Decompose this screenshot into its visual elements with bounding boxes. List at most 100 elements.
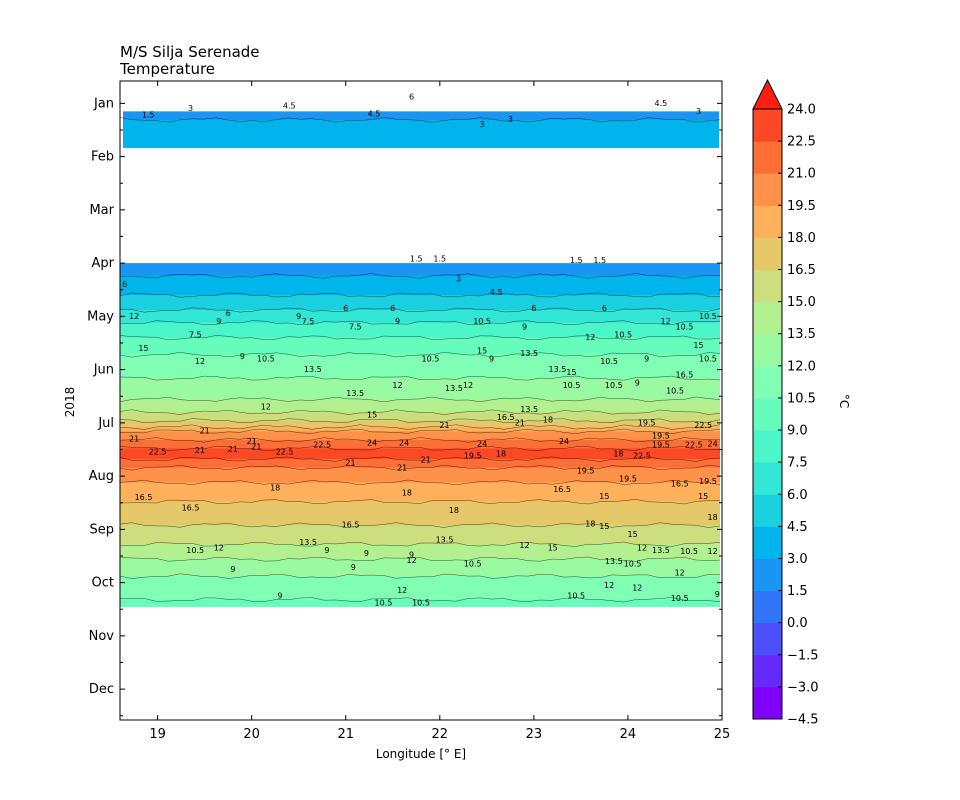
temperature-band (120, 574, 720, 577)
colorbar-segment (753, 397, 782, 431)
colorbar-tick-label: 3.0 (787, 552, 808, 567)
x-tick-label: 21 (337, 727, 354, 742)
contour-label: 19.5 (619, 474, 637, 483)
contour-label: 12 (632, 583, 642, 592)
temperature-band (123, 136, 719, 140)
colorbar-tick-label: 10.5 (787, 391, 816, 406)
contour-label: 13.5 (346, 389, 364, 398)
temperature-band (120, 448, 720, 451)
temperature-band (120, 533, 720, 537)
temperature-band (120, 535, 720, 539)
y-tick-label: Feb (91, 150, 114, 165)
temperature-band (120, 329, 720, 332)
temperature-band (120, 361, 720, 364)
colorbar-tick-label: 12.0 (787, 359, 816, 374)
temperature-band (120, 422, 720, 426)
temperature-band (120, 348, 720, 351)
data-period-2 (120, 263, 720, 607)
contour-label: 16.5 (135, 493, 153, 502)
contour-label: 10.5 (624, 560, 642, 569)
contour-label: 22.5 (685, 441, 703, 450)
contour-label: 9 (296, 312, 301, 321)
colorbar-tick-label: −1.5 (787, 648, 819, 663)
temperature-band (123, 113, 719, 117)
data-period-1 (123, 111, 719, 148)
temperature-band (120, 597, 720, 601)
temperature-band (120, 546, 720, 549)
contour-line (119, 292, 721, 298)
x-tick-label: 19 (149, 727, 166, 742)
contour-label: 4.5 (368, 110, 381, 119)
temperature-band (120, 501, 720, 505)
temperature-band (120, 454, 720, 458)
contour-label: 15 (548, 544, 558, 553)
temperature-band (123, 130, 719, 134)
temperature-band (120, 263, 720, 266)
contour-label: 1.5 (410, 254, 423, 263)
temperature-band (120, 386, 720, 390)
temperature-band (120, 433, 720, 437)
temperature-band (120, 333, 720, 336)
temperature-band (123, 139, 719, 142)
temperature-band (120, 444, 720, 447)
contour-label: 1.5 (142, 111, 155, 120)
temperature-band (120, 593, 720, 596)
temperature-band (120, 350, 720, 353)
temperature-band (120, 365, 720, 368)
temperature-band (120, 495, 720, 498)
temperature-band (120, 450, 720, 454)
temperature-band (120, 552, 720, 556)
contour-label: 3 (188, 104, 193, 113)
temperature-band (120, 469, 720, 473)
temperature-band (120, 324, 720, 328)
colorbar-tick-label: 1.5 (787, 584, 808, 599)
contour-label: 12 (708, 547, 718, 556)
temperature-band (120, 569, 720, 573)
contour-line (119, 522, 721, 528)
contour-label: 13.5 (436, 536, 454, 545)
colorbar-tick-label: 6.0 (787, 488, 808, 503)
contour-label: 21 (345, 458, 355, 467)
temperature-band (120, 503, 720, 507)
temperature-band (120, 373, 720, 377)
temperature-band (120, 497, 720, 500)
contour-label: 15 (367, 410, 377, 419)
colorbar-segment (753, 590, 782, 624)
y-tick-label: May (87, 309, 114, 324)
temperature-band (120, 461, 720, 464)
contour-label: 21 (397, 464, 407, 473)
contour-line (119, 456, 721, 462)
contour-line (119, 437, 721, 443)
contour-lines (119, 117, 721, 603)
contour-label: 16.5 (553, 485, 571, 494)
contour-line (119, 273, 721, 279)
contour-label: 12 (661, 317, 671, 326)
temperature-band (120, 431, 720, 434)
y-tick-label: Nov (89, 629, 115, 644)
contour-line (119, 418, 721, 424)
temperature-band (120, 297, 720, 300)
temperature-band (120, 554, 720, 558)
temperature-band (120, 327, 720, 330)
plot-area (120, 81, 722, 720)
contour-line (119, 307, 721, 313)
temperature-band (120, 603, 720, 607)
colorbar-segment (753, 333, 782, 367)
contour-label: 12 (397, 586, 407, 595)
contour-label: 16.5 (342, 521, 360, 530)
contour-label: 10.5 (614, 331, 632, 340)
temperature-band (120, 531, 720, 535)
contour-label: 18 (449, 506, 459, 515)
contour-label: 24 (477, 440, 487, 449)
temperature-band (120, 384, 720, 388)
temperature-band (120, 346, 720, 349)
temperature-band (120, 314, 720, 317)
contour-label: 7.5 (302, 317, 315, 326)
contour-label: 12 (214, 544, 224, 553)
contour-label: 15 (599, 492, 609, 501)
y-tick-label: Mar (89, 203, 114, 218)
colorbar-tick-label: 18.0 (787, 231, 816, 246)
temperature-band (120, 275, 720, 279)
contour-label: 10.5 (412, 598, 430, 607)
contour-label: 21 (247, 437, 257, 446)
